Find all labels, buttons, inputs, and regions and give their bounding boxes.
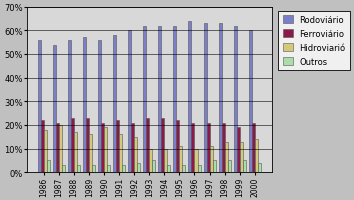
Bar <box>101 123 104 172</box>
Bar <box>98 41 101 172</box>
Bar <box>83 38 86 172</box>
Bar <box>249 31 252 172</box>
Bar <box>134 137 137 172</box>
Bar <box>77 165 80 172</box>
Bar <box>89 135 92 172</box>
Bar <box>119 135 122 172</box>
Bar <box>222 123 224 172</box>
Bar <box>198 165 200 172</box>
Bar <box>228 161 230 172</box>
Bar <box>146 118 149 172</box>
Bar <box>122 165 125 172</box>
Bar <box>59 125 62 172</box>
Legend: Rodoviário, Ferroviário, Hidroviarió, Outros: Rodoviário, Ferroviário, Hidroviarió, Ou… <box>278 12 349 71</box>
Bar <box>149 149 152 172</box>
Bar <box>236 128 240 172</box>
Bar <box>164 149 167 172</box>
Bar <box>173 26 176 172</box>
Bar <box>192 123 194 172</box>
Bar <box>224 142 228 172</box>
Bar <box>182 165 185 172</box>
Bar <box>234 26 236 172</box>
Bar <box>179 147 182 172</box>
Bar <box>258 163 261 172</box>
Bar <box>68 41 71 172</box>
Bar <box>188 22 192 172</box>
Bar <box>131 123 134 172</box>
Bar <box>194 149 198 172</box>
Bar <box>104 128 107 172</box>
Bar <box>210 147 212 172</box>
Bar <box>113 36 116 172</box>
Bar <box>71 118 74 172</box>
Bar <box>116 121 119 172</box>
Bar <box>176 121 179 172</box>
Bar <box>56 123 59 172</box>
Bar <box>47 161 50 172</box>
Bar <box>204 24 206 172</box>
Bar <box>128 31 131 172</box>
Bar <box>53 45 56 172</box>
Bar <box>107 165 110 172</box>
Bar <box>152 161 155 172</box>
Bar <box>167 165 170 172</box>
Bar <box>86 118 89 172</box>
Bar <box>240 142 242 172</box>
Bar <box>212 161 216 172</box>
Bar <box>255 139 258 172</box>
Bar <box>92 165 95 172</box>
Bar <box>74 132 77 172</box>
Bar <box>41 121 44 172</box>
Bar <box>158 26 161 172</box>
Bar <box>44 130 47 172</box>
Bar <box>161 118 164 172</box>
Bar <box>242 161 246 172</box>
Bar <box>62 165 65 172</box>
Bar <box>137 163 140 172</box>
Bar <box>252 123 255 172</box>
Bar <box>206 123 210 172</box>
Bar <box>218 24 222 172</box>
Bar <box>38 41 41 172</box>
Bar <box>143 26 146 172</box>
